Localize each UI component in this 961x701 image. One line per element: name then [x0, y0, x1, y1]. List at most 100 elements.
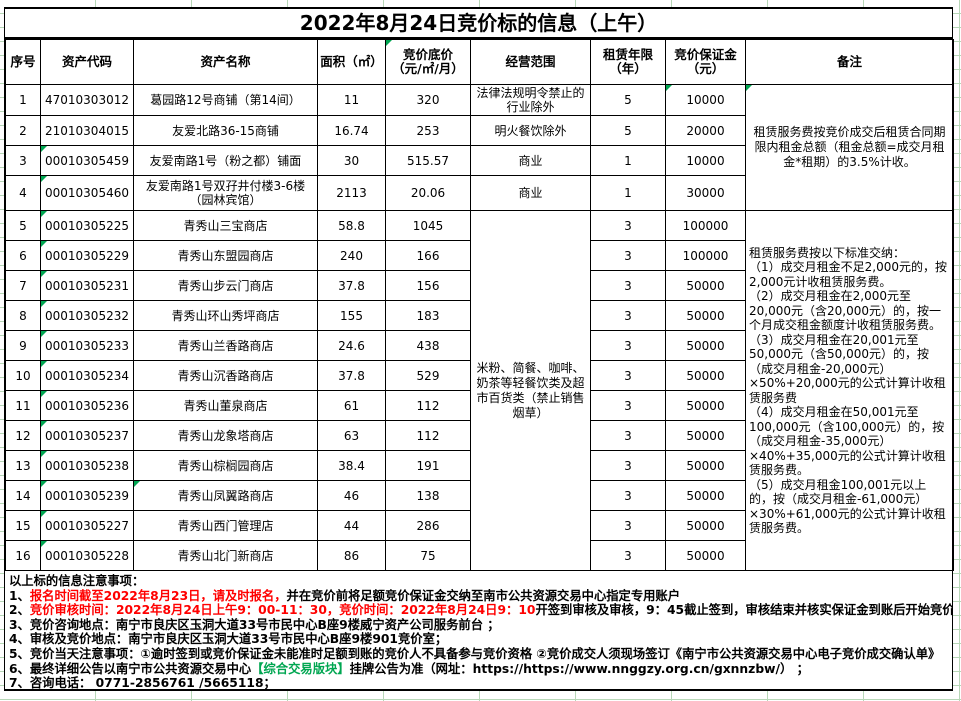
- cell-deposit[interactable]: 30000: [665, 175, 746, 211]
- cell-code[interactable]: 00010305239: [40, 480, 134, 511]
- cell-name[interactable]: 青秀山沉香路商店: [133, 360, 318, 391]
- cell-no[interactable]: 9: [5, 330, 41, 361]
- column-header[interactable]: 序号: [5, 39, 41, 85]
- column-header[interactable]: 资产名称: [133, 39, 318, 85]
- cell-price[interactable]: 286: [385, 510, 471, 541]
- cell-deposit[interactable]: 50000: [665, 420, 746, 451]
- cell-no[interactable]: 11: [5, 390, 41, 421]
- cell-deposit[interactable]: 100000: [665, 240, 746, 271]
- cell-area[interactable]: 38.4: [317, 450, 386, 481]
- cell-name[interactable]: 友爱南路1号双孖井付楼3-6楼（园林宾馆）: [133, 175, 318, 211]
- cell-years[interactable]: 3: [590, 330, 666, 361]
- cell-scope[interactable]: 明火餐饮除外: [470, 115, 591, 146]
- cell-name[interactable]: 青秀山棕榈园商店: [133, 450, 318, 481]
- cell-code[interactable]: 00010305238: [40, 450, 134, 481]
- cell-years[interactable]: 3: [590, 540, 666, 571]
- cell-area[interactable]: 86: [317, 540, 386, 571]
- cell-years[interactable]: 3: [590, 480, 666, 511]
- cell-code[interactable]: 00010305237: [40, 420, 134, 451]
- cell-price[interactable]: 20.06: [385, 175, 471, 211]
- cell-name[interactable]: 青秀山凤翼路商店: [133, 480, 318, 511]
- cell-area[interactable]: 44: [317, 510, 386, 541]
- cell-name[interactable]: 友爱北路36-15商铺: [133, 115, 318, 146]
- cell-name[interactable]: 青秀山龙象塔商店: [133, 420, 318, 451]
- cell-remark-rows-5-16[interactable]: 租赁服务费按以下标准交纳： （1）成交月租金不足2,000元的，按2,000元计收…: [745, 210, 954, 571]
- cell-price[interactable]: 438: [385, 330, 471, 361]
- cell-area[interactable]: 16.74: [317, 115, 386, 146]
- cell-deposit[interactable]: 50000: [665, 360, 746, 391]
- cell-no[interactable]: 6: [5, 240, 41, 271]
- cell-years[interactable]: 5: [590, 84, 666, 116]
- cell-no[interactable]: 5: [5, 210, 41, 241]
- cell-scope-merged[interactable]: 米粉、简餐、咖啡、奶茶等轻餐饮类及超市百货类（禁止销售烟草）: [470, 210, 591, 571]
- cell-area[interactable]: 155: [317, 300, 386, 331]
- cell-area[interactable]: 58.8: [317, 210, 386, 241]
- cell-code[interactable]: 00010305236: [40, 390, 134, 421]
- cell-no[interactable]: 3: [5, 145, 41, 176]
- cell-area[interactable]: 37.8: [317, 270, 386, 301]
- column-header[interactable]: 面积（㎡）: [317, 39, 386, 85]
- cell-price[interactable]: 529: [385, 360, 471, 391]
- cell-code[interactable]: 00010305233: [40, 330, 134, 361]
- cell-price[interactable]: 183: [385, 300, 471, 331]
- cell-price[interactable]: 320: [385, 84, 471, 116]
- column-header[interactable]: 经营范围: [470, 39, 591, 85]
- cell-deposit[interactable]: 50000: [665, 540, 746, 571]
- cell-deposit[interactable]: 20000: [665, 115, 746, 146]
- cell-area[interactable]: 24.6: [317, 330, 386, 361]
- cell-code[interactable]: 47010303012: [40, 84, 134, 116]
- cell-area[interactable]: 37.8: [317, 360, 386, 391]
- cell-deposit[interactable]: 50000: [665, 330, 746, 361]
- cell-price[interactable]: 1045: [385, 210, 471, 241]
- cell-area[interactable]: 46: [317, 480, 386, 511]
- cell-price[interactable]: 191: [385, 450, 471, 481]
- cell-no[interactable]: 2: [5, 115, 41, 146]
- cell-deposit[interactable]: 50000: [665, 480, 746, 511]
- cell-price[interactable]: 112: [385, 420, 471, 451]
- cell-deposit[interactable]: 50000: [665, 270, 746, 301]
- cell-code[interactable]: 00010305459: [40, 145, 134, 176]
- cell-no[interactable]: 1: [5, 84, 41, 116]
- cell-code[interactable]: 00010305231: [40, 270, 134, 301]
- cell-years[interactable]: 3: [590, 390, 666, 421]
- cell-area[interactable]: 240: [317, 240, 386, 271]
- cell-code[interactable]: 00010305234: [40, 360, 134, 391]
- cell-scope[interactable]: 法律法规明令禁止的行业除外: [470, 84, 591, 116]
- column-header[interactable]: 备注: [745, 39, 954, 85]
- cell-deposit[interactable]: 50000: [665, 300, 746, 331]
- column-header[interactable]: 竞价保证金 （元）: [665, 39, 746, 85]
- cell-price[interactable]: 138: [385, 480, 471, 511]
- cell-years[interactable]: 5: [590, 115, 666, 146]
- cell-no[interactable]: 10: [5, 360, 41, 391]
- cell-price[interactable]: 166: [385, 240, 471, 271]
- cell-deposit[interactable]: 50000: [665, 450, 746, 481]
- cell-code[interactable]: 00010305228: [40, 540, 134, 571]
- cell-price[interactable]: 156: [385, 270, 471, 301]
- cell-name[interactable]: 青秀山董泉商店: [133, 390, 318, 421]
- cell-code[interactable]: 00010305232: [40, 300, 134, 331]
- cell-years[interactable]: 1: [590, 145, 666, 176]
- cell-years[interactable]: 3: [590, 210, 666, 241]
- cell-years[interactable]: 1: [590, 175, 666, 211]
- cell-years[interactable]: 3: [590, 270, 666, 301]
- cell-years[interactable]: 3: [590, 510, 666, 541]
- cell-name[interactable]: 青秀山兰香路商店: [133, 330, 318, 361]
- cell-no[interactable]: 7: [5, 270, 41, 301]
- cell-no[interactable]: 14: [5, 480, 41, 511]
- cell-area[interactable]: 63: [317, 420, 386, 451]
- cell-deposit[interactable]: 100000: [665, 210, 746, 241]
- cell-area[interactable]: 2113: [317, 175, 386, 211]
- cell-scope[interactable]: 商业: [470, 175, 591, 211]
- column-header[interactable]: 竞价底价 （元/㎡/月）: [385, 39, 471, 85]
- cell-code[interactable]: 00010305229: [40, 240, 134, 271]
- cell-name[interactable]: 青秀山北门新商店: [133, 540, 318, 571]
- cell-remark-rows-1-4[interactable]: 租赁服务费按竞价成交后租赁合同期限内租金总额（租金总额=成交月租金*租期）的3.…: [745, 84, 954, 211]
- cell-years[interactable]: 3: [590, 360, 666, 391]
- cell-code[interactable]: 00010305460: [40, 175, 134, 211]
- cell-name[interactable]: 友爱南路1号（粉之都）铺面: [133, 145, 318, 176]
- cell-no[interactable]: 8: [5, 300, 41, 331]
- column-header[interactable]: 租赁年限 （年）: [590, 39, 666, 85]
- cell-code[interactable]: 21010304015: [40, 115, 134, 146]
- cell-deposit[interactable]: 10000: [665, 84, 746, 116]
- cell-code[interactable]: 00010305225: [40, 210, 134, 241]
